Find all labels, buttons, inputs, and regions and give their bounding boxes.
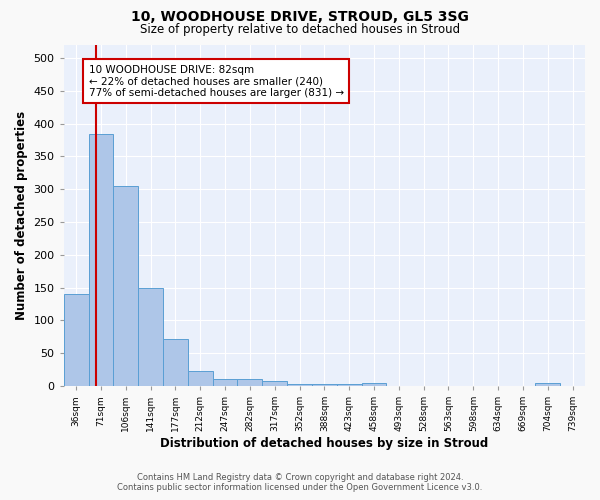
Bar	[89, 134, 113, 386]
Bar	[188, 371, 212, 386]
Y-axis label: Number of detached properties: Number of detached properties	[15, 111, 28, 320]
Bar	[362, 383, 386, 386]
Bar	[64, 294, 89, 386]
Bar	[238, 380, 262, 386]
Bar	[212, 380, 238, 386]
Bar	[113, 186, 138, 386]
Bar	[163, 339, 188, 386]
Bar	[138, 288, 163, 386]
Text: 10, WOODHOUSE DRIVE, STROUD, GL5 3SG: 10, WOODHOUSE DRIVE, STROUD, GL5 3SG	[131, 10, 469, 24]
X-axis label: Distribution of detached houses by size in Stroud: Distribution of detached houses by size …	[160, 437, 488, 450]
Bar	[312, 384, 337, 386]
Bar	[535, 384, 560, 386]
Bar	[287, 384, 312, 386]
Text: 10 WOODHOUSE DRIVE: 82sqm
← 22% of detached houses are smaller (240)
77% of semi: 10 WOODHOUSE DRIVE: 82sqm ← 22% of detac…	[89, 64, 344, 98]
Bar	[337, 384, 362, 386]
Text: Contains HM Land Registry data © Crown copyright and database right 2024.
Contai: Contains HM Land Registry data © Crown c…	[118, 473, 482, 492]
Bar	[262, 381, 287, 386]
Text: Size of property relative to detached houses in Stroud: Size of property relative to detached ho…	[140, 22, 460, 36]
